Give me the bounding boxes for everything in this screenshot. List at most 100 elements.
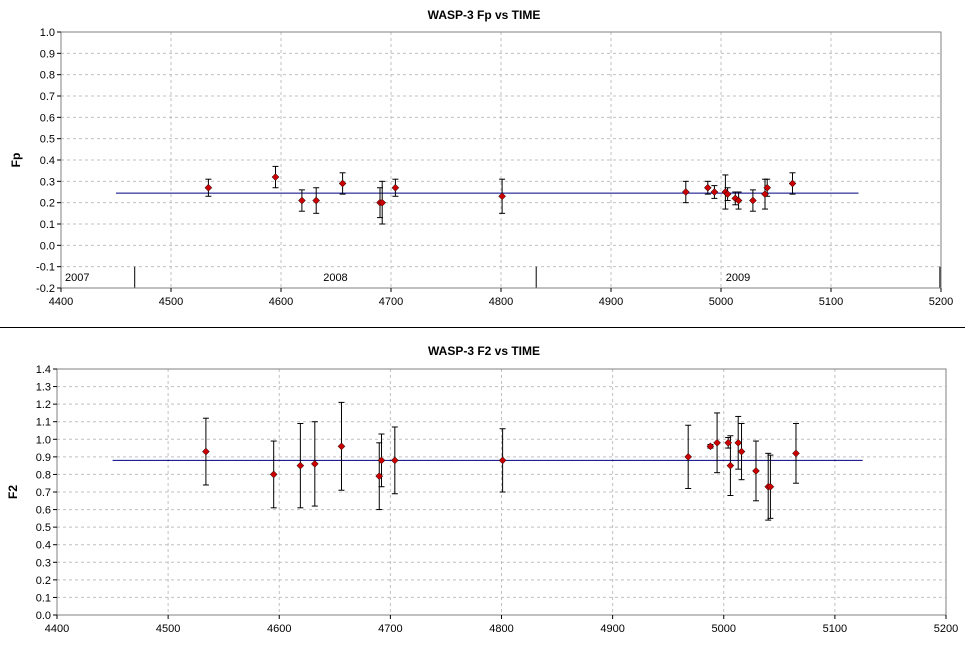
chart-f2-vs-time: WASP-3 F2 vs TIME F2 4400 4500 4600 4700 480…	[6, 344, 958, 635]
y-tick-label: 0.2	[40, 198, 55, 210]
y-tick-label: -0.1	[36, 262, 55, 274]
x-tick-label: 5100	[823, 623, 847, 635]
y-axis-label: Fp	[9, 153, 23, 168]
data-point	[204, 183, 213, 192]
y-tick-label: 0.5	[40, 134, 55, 146]
data-point	[498, 192, 506, 201]
data-point	[375, 472, 384, 481]
data-point	[202, 447, 210, 456]
year-label: 2009	[726, 272, 750, 284]
y-tick-label: 1.1	[36, 417, 51, 429]
data-point	[713, 438, 721, 447]
x-tick-label: 5100	[819, 296, 843, 308]
y-tick-label: 0.0	[40, 240, 55, 252]
grid-lines	[61, 32, 941, 288]
x-tick-label: 4400	[49, 296, 73, 308]
y-tick-label: 0.4	[36, 540, 51, 552]
data-point	[737, 447, 746, 456]
x-tick-label: 4600	[267, 623, 291, 635]
data-point	[310, 460, 319, 468]
data-point	[296, 461, 305, 470]
x-tick-labels: 4400 4500 4600 4700 4800 4900 5000 5100 5200	[49, 288, 953, 308]
data-point	[723, 190, 732, 198]
y-tick-label: 1.0	[36, 434, 51, 446]
y-tick-label: 0.7	[40, 91, 55, 103]
y-axis-label: F2	[6, 485, 20, 499]
y-tick-label: 1.0	[40, 27, 55, 39]
data-point	[338, 179, 347, 188]
y-tick-labels: -0.2 -0.1 0.0 0.1 0.2 0.3 0.4 0.5 0.6 0.7 0.8 0.9 1.…	[36, 27, 61, 295]
data-point	[391, 183, 400, 192]
year-bands: 2007 2008 2009	[65, 266, 941, 288]
x-tick-label: 4900	[600, 623, 624, 635]
y-tick-label: 0.9	[40, 48, 55, 60]
year-label: 2008	[323, 272, 347, 284]
y-tick-label: 0.4	[40, 155, 55, 167]
y-tick-labels: 0.0 0.1 0.2 0.3 0.4 0.5 0.6 0.7 0.8 0.9 1.0 1.1 1.2 1…	[36, 364, 57, 622]
x-tick-label: 5000	[709, 296, 733, 308]
data-point	[298, 196, 306, 205]
y-tick-label: 0.2	[36, 575, 51, 587]
y-tick-label: 0.1	[40, 219, 55, 231]
data-point	[498, 456, 507, 465]
y-tick-label: 0.6	[36, 505, 51, 517]
data-points	[202, 438, 800, 491]
data-point	[378, 198, 387, 207]
x-tick-label: 4800	[489, 623, 513, 635]
y-tick-label: 1.2	[36, 399, 51, 411]
data-point	[734, 438, 743, 447]
x-tick-label: 4800	[489, 296, 513, 308]
y-tick-label: -0.2	[36, 283, 55, 295]
x-tick-label: 5000	[712, 623, 736, 635]
y-tick-label: 0.8	[36, 469, 51, 481]
chart-title: WASP-3 Fp vs TIME	[428, 8, 541, 22]
x-tick-label: 4500	[156, 623, 180, 635]
y-tick-label: 0.5	[36, 522, 51, 534]
x-tick-label: 4700	[378, 623, 402, 635]
y-tick-label: 0.1	[36, 592, 51, 604]
data-point	[763, 183, 772, 192]
data-point	[312, 196, 321, 205]
data-point	[271, 173, 280, 181]
y-tick-label: 0.6	[40, 112, 55, 124]
data-point	[703, 183, 712, 192]
data-point	[792, 449, 800, 458]
data-point	[752, 467, 760, 475]
x-tick-label: 5200	[929, 296, 953, 308]
data-point	[788, 179, 797, 188]
y-tick-label: 0.3	[36, 557, 51, 569]
data-points	[204, 173, 797, 207]
y-tick-label: 1.3	[36, 382, 51, 394]
data-point	[390, 456, 399, 465]
y-tick-label: 0.9	[36, 452, 51, 464]
y-tick-label: 0.0	[36, 610, 51, 622]
data-point	[734, 196, 743, 205]
data-point	[749, 196, 757, 205]
year-label: 2007	[65, 272, 89, 284]
y-tick-label: 0.7	[36, 487, 51, 499]
data-point	[761, 190, 769, 198]
y-tick-label: 0.8	[40, 70, 55, 82]
data-point	[766, 482, 775, 491]
chart-fp-vs-time: WASP-3 Fp vs TIME Fp 2007 2008 2009 4400 45…	[9, 8, 953, 308]
x-tick-label: 4600	[269, 296, 293, 308]
x-tick-labels: 4400 4500 4600 4700 4800 4900 5000 5100 5200	[45, 615, 958, 635]
data-point	[726, 461, 735, 470]
data-point	[681, 188, 690, 196]
x-tick-label: 5200	[934, 623, 958, 635]
data-point	[269, 470, 278, 479]
chart-title: WASP-3 F2 vs TIME	[428, 344, 540, 358]
data-point	[684, 453, 693, 461]
x-tick-label: 4500	[159, 296, 183, 308]
y-tick-label: 0.3	[40, 176, 55, 188]
x-tick-label: 4700	[379, 296, 403, 308]
data-point	[706, 442, 715, 451]
data-point	[710, 188, 719, 196]
y-tick-label: 1.4	[36, 364, 51, 376]
x-tick-label: 4400	[45, 623, 69, 635]
data-point	[377, 456, 386, 465]
data-point	[337, 442, 346, 451]
x-tick-label: 4900	[599, 296, 623, 308]
data-point	[724, 438, 733, 447]
